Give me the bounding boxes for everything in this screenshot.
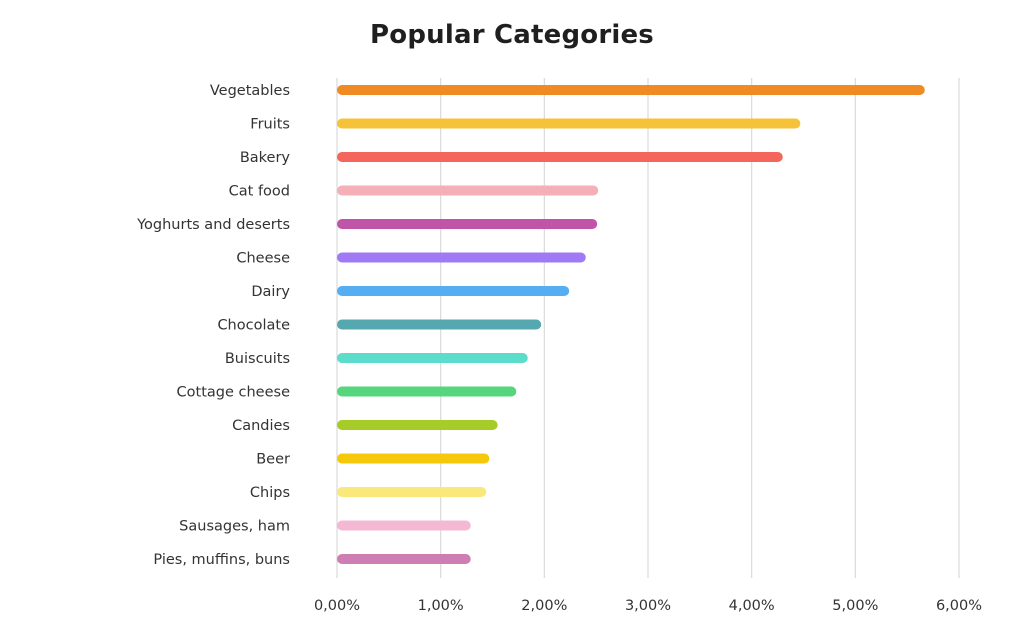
category-label: Pies, muffins, buns xyxy=(153,552,290,568)
category-label: Candies xyxy=(232,418,290,434)
category-label: Cat food xyxy=(229,184,290,200)
x-tick-label: 3,00% xyxy=(625,598,671,614)
category-label: Sausages, ham xyxy=(179,519,290,535)
x-tick-label: 5,00% xyxy=(832,598,878,614)
category-label: Cottage cheese xyxy=(177,385,291,401)
category-label: Buiscuits xyxy=(225,351,290,367)
bars xyxy=(337,85,925,564)
x-tick-label: 1,00% xyxy=(418,598,464,614)
category-label: Cheese xyxy=(236,251,290,267)
category-labels: Vegetables Fruits Bakery Cat food Yoghurts a… xyxy=(136,83,290,568)
chart-title: Popular Categories xyxy=(370,20,654,50)
category-label: Vegetables xyxy=(210,83,290,99)
x-tick-label: 6,00% xyxy=(936,598,982,614)
x-tick-label: 2,00% xyxy=(521,598,567,614)
x-axis-tick-labels: 0,00% 1,00% 2,00% 3,00% 4,00% 5,00% 6,00% xyxy=(314,598,982,614)
x-tick-label: 4,00% xyxy=(729,598,775,614)
category-label: Chips xyxy=(250,485,290,501)
category-label: Chocolate xyxy=(217,318,290,334)
category-label: Bakery xyxy=(240,150,291,166)
x-tick-label: 0,00% xyxy=(314,598,360,614)
category-label: Beer xyxy=(256,452,290,468)
category-label: Dairy xyxy=(251,284,290,300)
category-label: Fruits xyxy=(250,117,290,133)
category-label: Yoghurts and deserts xyxy=(136,217,290,233)
